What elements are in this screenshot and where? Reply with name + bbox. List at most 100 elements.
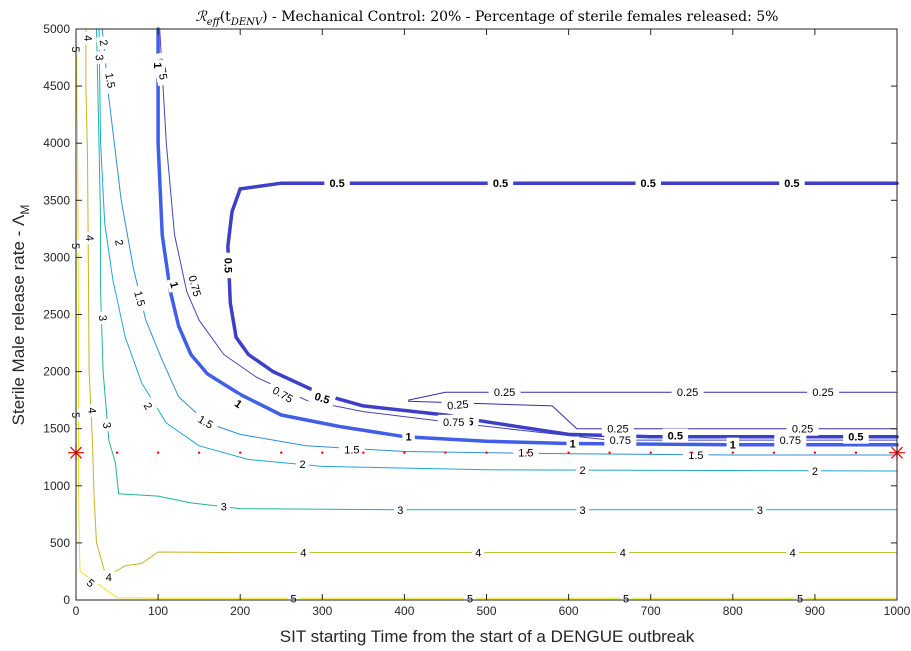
contour-label-bg [807,385,840,400]
contour-label: 4 [85,407,97,414]
contour-label: 0.25 [607,424,628,436]
contour-label: 2 [112,239,125,247]
contour-label-bg [843,429,869,444]
contour-label: 1 [730,440,736,452]
contour-label-bg [774,433,807,448]
contour-label-bg [191,409,221,435]
contour-label-bg [576,462,589,477]
contour-label: 5 [69,243,81,249]
contour-label: 0.25 [812,387,833,399]
contour-label: 3 [93,54,105,61]
sit-dot-marker [115,451,119,454]
contour-label: 4 [475,548,481,560]
y-tick-label: 4500 [43,79,70,93]
x-tick-label: 0 [73,604,80,618]
contour-label-bg [793,591,807,606]
plot-background [76,29,897,600]
contour-label-bg [616,545,629,560]
contour-label: 3 [397,505,403,517]
contour-label: 1 [151,62,163,68]
sit-dot-marker [690,451,693,454]
contour-label: 3 [221,501,227,513]
contour-label: 1.5 [518,448,533,460]
contour-label: 3 [757,505,763,517]
chart-title: ℛeff(tDENV) - Mechanical Control: 20% - … [196,9,779,28]
contour-label-bg [601,421,634,436]
contour-label-bg [604,433,637,448]
y-tick-label: 1500 [43,422,70,436]
contour-label-bg [82,231,98,245]
contour-label-bg [151,59,166,72]
contour-line-0-75 [159,28,898,441]
contour-label-bg [265,380,301,409]
x-tick-label: 800 [723,604,743,618]
x-tick-label: 400 [394,604,414,618]
contour-label-bg [808,464,822,478]
contour-label-bg [95,35,112,51]
x-tick-label: 200 [230,604,250,618]
contour-label-bg [92,50,108,65]
contour-label: 2 [580,465,586,477]
sit-dot-marker [485,451,488,454]
sit-dot-marker [731,451,734,454]
contour-label-bg [287,591,300,606]
y-tick-label: 0 [63,593,70,607]
contour-label: 5 [623,593,629,605]
sit-dot-marker [239,451,242,454]
contour-label-bg [84,403,100,418]
contour-label-bg [394,502,407,517]
contour-label: 0.5 [493,178,508,190]
sit-dot-marker [403,451,406,454]
contour-label: 0.5 [313,391,331,407]
contour-line-3 [96,28,898,511]
contour-label-bg [217,499,230,514]
sit-dot-marker [608,451,611,454]
contour-label-bg [786,421,819,436]
contour-label-bg [576,502,589,517]
sit-dot-marker [321,451,324,454]
y-tick-label: 2000 [43,365,70,379]
sit-dot-marker [444,451,447,454]
contour-label-bg [129,284,151,313]
contour-label-bg [324,176,350,191]
contour-label: 4 [620,548,626,560]
y-tick-label: 3500 [43,193,70,207]
contour-label-bg [101,66,120,95]
contour-label-bg [221,252,236,279]
contour-label-bg [139,397,158,415]
contour-label-bg [111,235,128,251]
contour-label: 0.25 [447,399,469,413]
x-axis-label: SIT starting Time from the start of a DE… [280,627,695,646]
contour-label-bg [671,385,704,400]
contour-label: 3 [96,314,108,321]
contour-label-bg [99,417,116,433]
contour-label-bg [635,176,661,191]
sit-dot-marker [772,451,776,454]
sit-dot-marker [197,451,201,454]
contour-label: 4 [300,548,306,560]
contour-label-bg [662,428,689,443]
contour-label-bg [619,591,633,606]
contour-line-5 [75,28,898,599]
contour-label-bg [402,429,415,444]
contour-label-bg [566,436,579,451]
sit-dot-marker [813,451,817,454]
contour-label: 1.5 [131,290,147,308]
contour-label-bg [786,545,799,560]
contour-line-1-5 [101,28,898,456]
contour-label: 5 [69,47,81,53]
y-axis-label: Sterile Male release rate - ΛM [9,205,32,426]
sit-dot-marker [854,451,858,454]
contour-line-4 [85,28,898,575]
sit-dot-marker [280,451,283,454]
contour-line-0-25 [408,400,898,430]
contour-label: 0.5 [784,178,799,190]
contour-label: 0.25 [792,424,813,436]
sit-dot-marker [567,451,570,454]
contour-label-bg [437,414,470,429]
contour-label: 4 [790,548,796,560]
contour-label: 2 [300,459,306,471]
y-tick-label: 3000 [43,250,70,264]
plot-area: 0.50.50.50.50.50.50.50.50.50.250.250.250… [43,22,910,618]
y-tick-label: 4000 [43,136,70,150]
